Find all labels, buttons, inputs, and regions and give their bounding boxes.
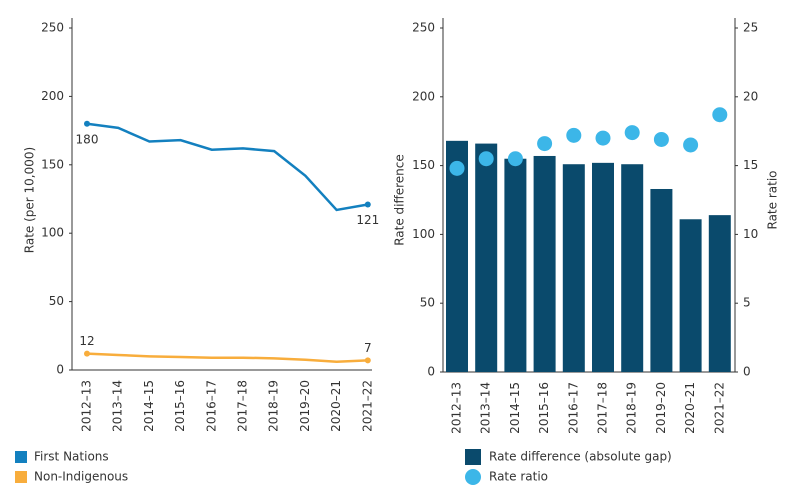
end-point <box>84 120 90 127</box>
bar <box>708 215 731 372</box>
y2-tick-label: 5 <box>743 296 751 310</box>
y2-tick-label: 25 <box>743 21 758 35</box>
dot <box>712 107 728 123</box>
x-tick-label: 2021–22 <box>360 380 374 432</box>
y-tick-label: 150 <box>41 157 64 171</box>
x-tick-label: 2021–22 <box>712 382 726 434</box>
y2-axis-label: Rate ratio <box>766 171 780 230</box>
data-label: 121 <box>356 213 379 227</box>
legend-swatch <box>15 451 27 463</box>
dot <box>566 127 582 143</box>
x-tick-label: 2015–16 <box>537 382 551 434</box>
y2-tick-label: 10 <box>743 227 758 241</box>
x-tick-label: 2018–19 <box>625 382 639 434</box>
dot <box>537 136 553 152</box>
x-tick-label: 2014–15 <box>142 380 156 432</box>
legend-swatch <box>465 469 481 485</box>
bar <box>446 140 468 372</box>
dot <box>595 130 611 146</box>
x-tick-label: 2016–17 <box>566 382 580 434</box>
y2-tick-label: 15 <box>743 158 758 172</box>
y-tick-label: 200 <box>41 89 64 103</box>
dot <box>683 137 699 153</box>
y2-tick-label: 0 <box>743 365 751 379</box>
legend-swatch <box>15 471 27 483</box>
y-tick-label: 250 <box>41 21 64 35</box>
bar <box>533 155 556 372</box>
dot <box>624 125 640 141</box>
bar <box>650 188 673 372</box>
line <box>86 352 368 364</box>
x-tick-label: 2019–20 <box>298 380 312 432</box>
y-tick-label: 250 <box>412 21 435 35</box>
x-tick-label: 2018–19 <box>267 380 281 432</box>
bar <box>592 162 614 372</box>
end-point <box>364 201 371 208</box>
y-tick-label: 0 <box>427 365 435 379</box>
legend-label: Rate ratio <box>489 470 548 484</box>
x-tick-label: 2012–13 <box>450 382 464 434</box>
dot <box>653 131 669 147</box>
y-tick-label: 50 <box>420 296 435 310</box>
data-label: 12 <box>79 334 94 348</box>
y2-tick-label: 20 <box>743 89 758 103</box>
y-axis-label: Rate difference <box>393 154 407 246</box>
dot <box>507 151 523 167</box>
x-tick-label: 2012–13 <box>80 380 94 432</box>
x-tick-label: 2017–18 <box>236 380 250 432</box>
x-tick-label: 2020–21 <box>683 382 697 434</box>
dot <box>449 160 465 176</box>
y-tick-label: 50 <box>49 294 64 308</box>
y-axis-label: Rate (per 10,000) <box>23 147 37 253</box>
end-point <box>84 350 90 357</box>
y-tick-label: 100 <box>41 226 64 240</box>
x-tick-label: 2013–14 <box>111 380 125 432</box>
data-label: 180 <box>76 132 99 146</box>
bar <box>475 143 498 372</box>
legend-label: Rate difference (absolute gap) <box>489 450 672 464</box>
legend-label: First Nations <box>34 450 109 464</box>
dot <box>478 151 494 167</box>
x-tick-label: 2014–15 <box>508 382 522 434</box>
x-tick-label: 2013–14 <box>479 382 493 434</box>
end-point <box>364 357 371 364</box>
bar <box>621 164 644 372</box>
y-tick-label: 0 <box>56 363 64 377</box>
x-tick-label: 2015–16 <box>173 380 187 432</box>
y-tick-label: 150 <box>412 158 435 172</box>
y-tick-label: 200 <box>412 89 435 103</box>
x-tick-label: 2016–17 <box>204 380 218 432</box>
bar <box>562 164 585 372</box>
x-tick-label: 2017–18 <box>596 382 610 434</box>
data-label: 7 <box>364 341 372 355</box>
legend-swatch <box>465 449 481 465</box>
legend-label: Non-Indigenous <box>34 470 128 484</box>
line <box>86 122 369 212</box>
bar <box>504 158 527 372</box>
x-tick-label: 2019–20 <box>654 382 668 434</box>
x-tick-label: 2020–21 <box>329 380 343 432</box>
y-tick-label: 100 <box>412 227 435 241</box>
bar <box>679 219 702 372</box>
